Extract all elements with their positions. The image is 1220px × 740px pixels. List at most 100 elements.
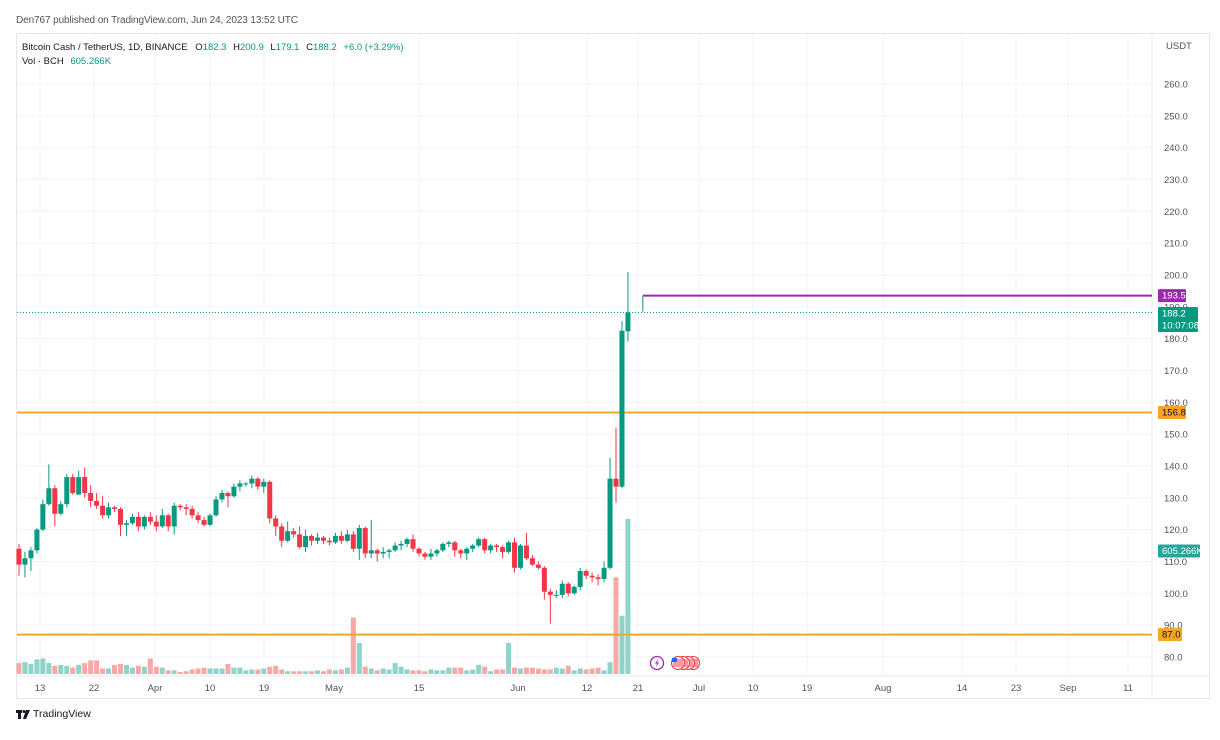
time-axis[interactable]: 13 22 Apr 10 19 May 15 Jun 12 21 Jul 10 19 Aug 14 23 Sep… [35,683,1133,694]
time-tick: 14 [957,683,968,694]
support-price-tag [1158,405,1186,419]
candle-body [117,508,123,525]
candle-body [309,535,315,541]
volume-bar [153,666,159,674]
tradingview-brand[interactable]: TradingView [16,708,91,720]
candlesticks [16,272,631,624]
candle-body [285,531,291,541]
time-tick: 13 [35,683,46,694]
volume-bar [613,577,619,674]
price-tick: 130.0 [1164,493,1188,504]
volume-bar [88,660,94,674]
candle-body [123,523,129,525]
price-tick: 120.0 [1164,525,1188,536]
candle-body [362,528,368,554]
publish-info: Den767 published on TradingView.com, Jun… [16,15,298,26]
volume-bar [285,671,291,674]
candle-body [506,542,512,552]
time-tick: May [325,683,343,694]
price-tick: 260.0 [1164,80,1188,91]
candle-body [112,507,118,509]
time-tick: 19 [259,683,270,694]
candle-body [153,521,159,527]
candle-body [583,570,589,576]
price-tick: 200.0 [1164,270,1188,281]
volume-bar [123,664,129,674]
volume-label[interactable]: Vol · BCH [22,56,64,67]
resistance-price-tag [1158,289,1186,303]
candle-body [422,553,428,557]
currency-label: USDT [1166,41,1192,52]
candle-body [517,545,523,568]
volume-bar [464,670,470,674]
close-value: 188.2 [312,42,337,53]
time-tick: 11 [1123,683,1133,694]
volume-bar [171,670,177,674]
volume-tag-text: 605.266K [1162,546,1203,557]
candle-body [129,516,135,524]
volume-bar [159,667,165,674]
candle-body [261,481,267,487]
candle-body [488,545,494,551]
candle-body [52,488,58,514]
time-tick: Aug [875,683,892,694]
candle-body [189,508,195,516]
volume-tag [1158,544,1200,558]
volume-bar [255,669,261,674]
chart-frame[interactable] [16,33,1210,699]
symbol-title[interactable]: Bitcoin Cash / TetherUS, 1D, BINANCE [22,42,188,53]
horizontal-levels[interactable] [17,294,1152,636]
volume-bar [261,668,267,674]
volume-bar [303,671,309,674]
candle-body [464,548,470,554]
volume-bar [512,667,518,674]
candle-body [58,504,64,514]
time-tick: 22 [89,683,100,694]
price-tick: 180.0 [1164,334,1188,345]
volume-bar [476,664,482,674]
candle-body [470,545,476,549]
candle-body [207,515,213,525]
candle-body [392,545,398,551]
event-markers[interactable] [649,655,701,671]
candle-body [541,567,547,592]
candle-body [100,505,106,516]
candle-body [446,542,452,544]
volume-bar [117,663,123,674]
time-tick: 19 [802,683,813,694]
candle-body [225,493,231,497]
flag-canton [672,658,677,662]
volume-value: 605.266K [70,56,112,67]
tradingview-logo-icon [16,709,30,719]
price-tick: 170.0 [1164,366,1188,377]
volume-bar [541,669,547,674]
candle-body [273,518,279,527]
price-tick: 100.0 [1164,589,1188,600]
volume-bars [16,519,631,674]
volume-bar [249,669,255,674]
volume-bar [52,665,58,674]
time-tick: 21 [633,683,644,694]
volume-bar [28,663,34,674]
volume-bar [243,670,249,674]
candle-body [398,543,404,546]
volume-bar [422,671,428,674]
price-tick: 220.0 [1164,207,1188,218]
volume-bar [535,668,541,674]
candle-body [94,500,100,506]
volume-bar [440,670,446,674]
candle-body [458,550,464,554]
low-support-tag [1158,628,1182,642]
volume-bar [434,670,440,674]
candle-body [40,504,46,530]
resistance-price-tag-text: 193.5 [1162,291,1186,302]
candle-body [141,516,147,527]
price-axis[interactable]: USDT 260.0 250.0 240.0 230.0 220.0 210.0 200.0 1… [1164,41,1192,663]
volume-bar [320,671,326,674]
volume-bar [106,668,112,674]
price-tick: 250.0 [1164,111,1188,122]
volume-bar [362,666,368,674]
volume-bar [565,665,571,674]
volume-bar [332,670,338,674]
